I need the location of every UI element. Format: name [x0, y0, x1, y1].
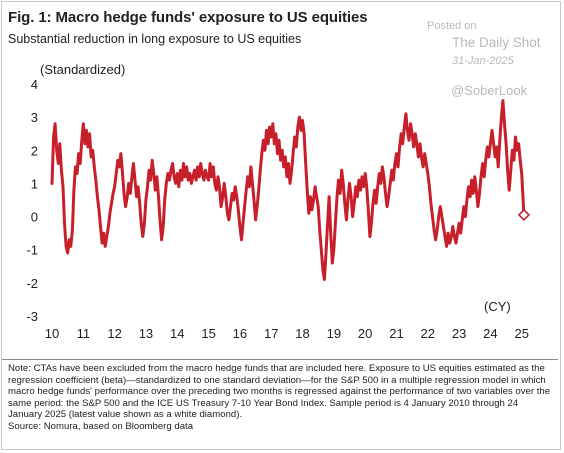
watermark-date: 31-Jan-2025 [452, 55, 514, 67]
x-tick-label: 10 [45, 326, 59, 341]
y-tick-label: 4 [31, 77, 38, 92]
notes-divider [2, 359, 558, 360]
y-tick-label: -3 [26, 309, 38, 324]
x-axis: 10 11 12 13 14 15 16 17 18 19 20 21 22 23 24 25 [45, 326, 529, 341]
latest-value-diamond [517, 208, 531, 222]
x-tick-label: 25 [515, 326, 529, 341]
y-axis-unit: (Standardized) [40, 62, 126, 77]
x-tick-label: 21 [389, 326, 403, 341]
x-tick-label: 11 [77, 326, 91, 341]
x-tick-label: 22 [421, 326, 435, 341]
x-tick-label: 18 [295, 326, 309, 341]
x-tick-label: 12 [107, 326, 121, 341]
chart-subtitle: Substantial reduction in long exposure t… [8, 32, 302, 46]
x-tick-label: 24 [483, 326, 497, 341]
x-tick-label: 23 [452, 326, 466, 341]
y-tick-label: 3 [31, 110, 38, 125]
x-axis-unit: (CY) [484, 299, 511, 314]
y-tick-label: -1 [26, 243, 38, 258]
watermark-handle: @SoberLook [451, 83, 528, 98]
x-tick-label: 14 [170, 326, 184, 341]
watermark-source: The Daily Shot [452, 35, 541, 50]
series-line [50, 99, 526, 281]
y-tick-label: -2 [26, 276, 38, 291]
note-text: Note: CTAs have been excluded from the m… [8, 363, 551, 421]
y-axis: 4 3 2 1 0 -1 -2 -3 [26, 77, 38, 324]
x-tick-label: 20 [358, 326, 372, 341]
chart-notes: Note: CTAs have been excluded from the m… [8, 363, 553, 433]
series-layer [50, 99, 531, 281]
x-tick-label: 16 [233, 326, 247, 341]
y-tick-label: 2 [31, 143, 38, 158]
x-tick-label: 15 [201, 326, 215, 341]
watermark-posted: Posted on [427, 20, 477, 32]
x-tick-label: 19 [327, 326, 341, 341]
source-text: Source: Nomura, based on Bloomberg data [8, 420, 194, 432]
y-tick-label: 1 [31, 176, 38, 191]
chart-title: Fig. 1: Macro hedge funds' exposure to U… [8, 9, 368, 26]
x-tick-label: 13 [139, 326, 153, 341]
x-tick-label: 17 [264, 326, 278, 341]
y-tick-label: 0 [31, 210, 38, 225]
